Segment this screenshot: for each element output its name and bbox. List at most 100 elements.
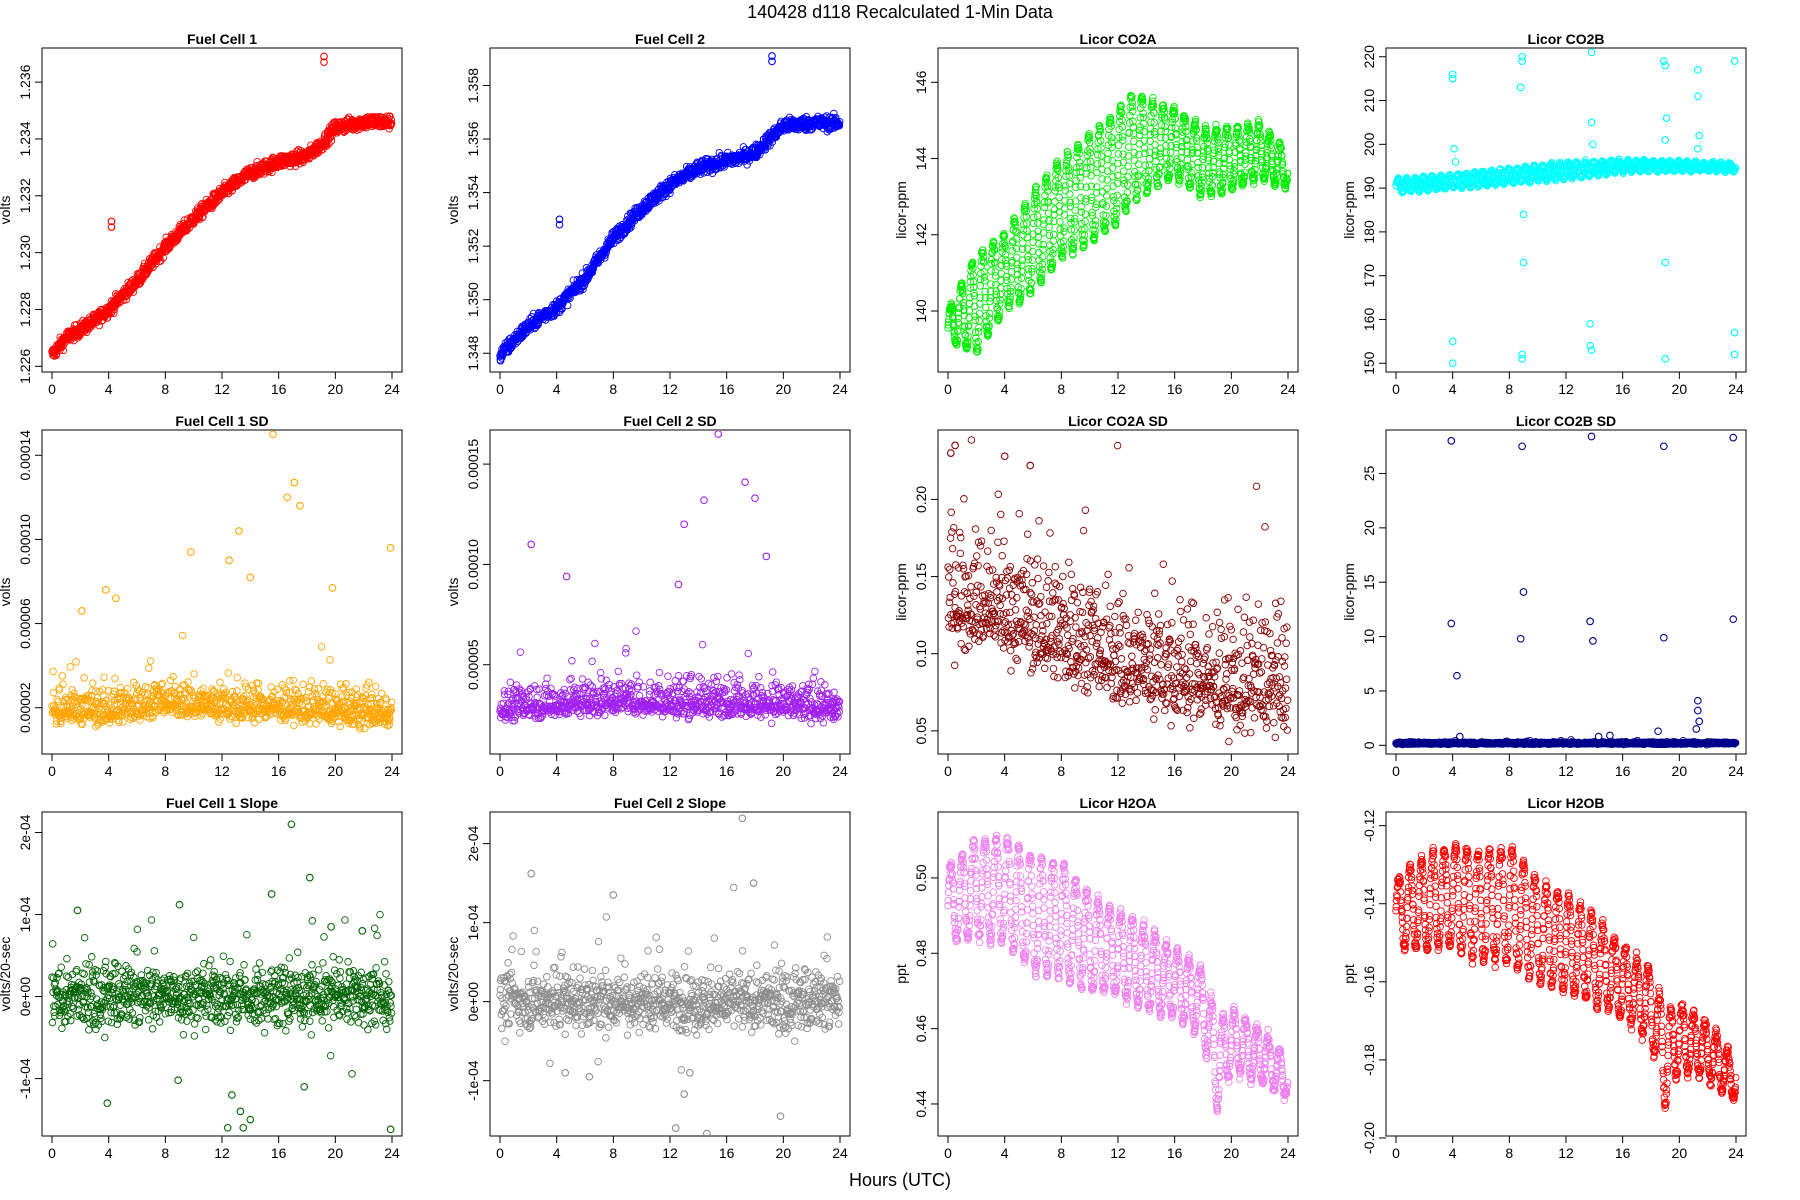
data-point [1093,160,1102,168]
data-point [1097,159,1106,167]
data-point [1141,161,1149,170]
data-point [1043,182,1052,191]
data-point [1220,154,1229,162]
data-point [970,292,979,300]
data-point [1213,135,1222,144]
data-point [1093,183,1101,191]
data-point [1128,102,1137,111]
data-point [963,342,972,351]
data-point [965,313,973,322]
x-tick-label: 12 [662,381,678,397]
data-point [1043,171,1051,179]
data-point [1124,152,1133,160]
data-point [1087,182,1096,191]
data-point [1199,155,1207,164]
data-point [964,321,973,329]
data-point [1196,193,1204,202]
data-point [268,168,276,177]
data-point [1282,177,1291,185]
data-point [1060,211,1069,219]
data-point [997,261,1006,270]
data-point [1065,166,1073,175]
data-point [1139,109,1147,117]
data-point [1075,158,1084,167]
outlier-point [1730,350,1739,359]
data-point [987,267,995,275]
data-point [960,306,968,314]
data-point [1201,122,1210,130]
y-tick-label: 1.358 [465,68,481,103]
data-point [1138,97,1147,105]
data-point [985,314,994,322]
data-point [1022,203,1030,212]
data-point [1033,212,1042,220]
x-tick-label: 12 [214,763,230,779]
outlier-point [1586,341,1594,350]
data-point [1019,226,1028,234]
data-point [1119,158,1128,167]
data-point [981,303,990,312]
outlier-point [1518,52,1526,61]
data-points [1392,49,1740,368]
data-point [979,253,988,262]
data-point [1144,175,1153,183]
data-point [1027,279,1036,287]
y-tick-label: 142 [913,223,929,247]
data-point [1023,233,1032,242]
data-point [1103,176,1111,184]
data-point [1177,148,1186,156]
data-point [1114,150,1123,158]
data-point [1221,133,1230,142]
x-tick-label: 24 [384,763,400,779]
x-tick-label: 8 [1505,381,1513,397]
data-point [1053,161,1062,169]
data-point [1067,226,1075,234]
x-tick-label: 0 [496,381,504,397]
data-point [1268,157,1276,165]
outlier-point [768,52,776,60]
data-point [1523,167,1531,175]
data-point [1267,141,1275,149]
data-point [960,323,969,331]
data-point [1218,185,1227,194]
data-point [1112,210,1121,218]
y-tick-label: 200 [1361,132,1377,156]
x-tick-label: 20 [328,763,344,779]
data-point [511,339,520,348]
data-point [1086,149,1094,157]
data-point [1049,249,1057,258]
data-point [1124,173,1132,181]
data-point [1103,184,1111,193]
outlier-point [1693,92,1702,101]
outlier-point [1589,140,1597,149]
data-point [1023,245,1032,253]
data-point [1161,127,1170,135]
data-point [1045,241,1054,249]
data-point [1166,159,1174,167]
data-point [1001,243,1009,251]
data-point [1266,131,1275,140]
data-point [953,341,961,349]
y-tick-label: 160 [1361,308,1377,332]
data-point [1018,256,1026,264]
x-tick-label: 4 [105,763,113,779]
x-tick-label: 4 [553,381,561,397]
data-point [1026,284,1034,293]
data-point [1066,202,1075,211]
data-point [1040,203,1049,212]
data-point [1145,167,1153,175]
data-point [1129,117,1137,126]
data-point [1082,183,1091,191]
data-point [1072,168,1081,177]
data-point [1081,225,1089,233]
data-points [944,91,1292,356]
data-points [496,52,844,365]
data-point [1181,117,1190,125]
y-tick-label: 140 [913,299,929,323]
data-point [1140,127,1148,136]
data-point [1102,211,1110,220]
data-point [1241,152,1250,160]
data-point [1066,198,1074,207]
data-point [1093,168,1101,177]
data-point [1214,147,1223,156]
